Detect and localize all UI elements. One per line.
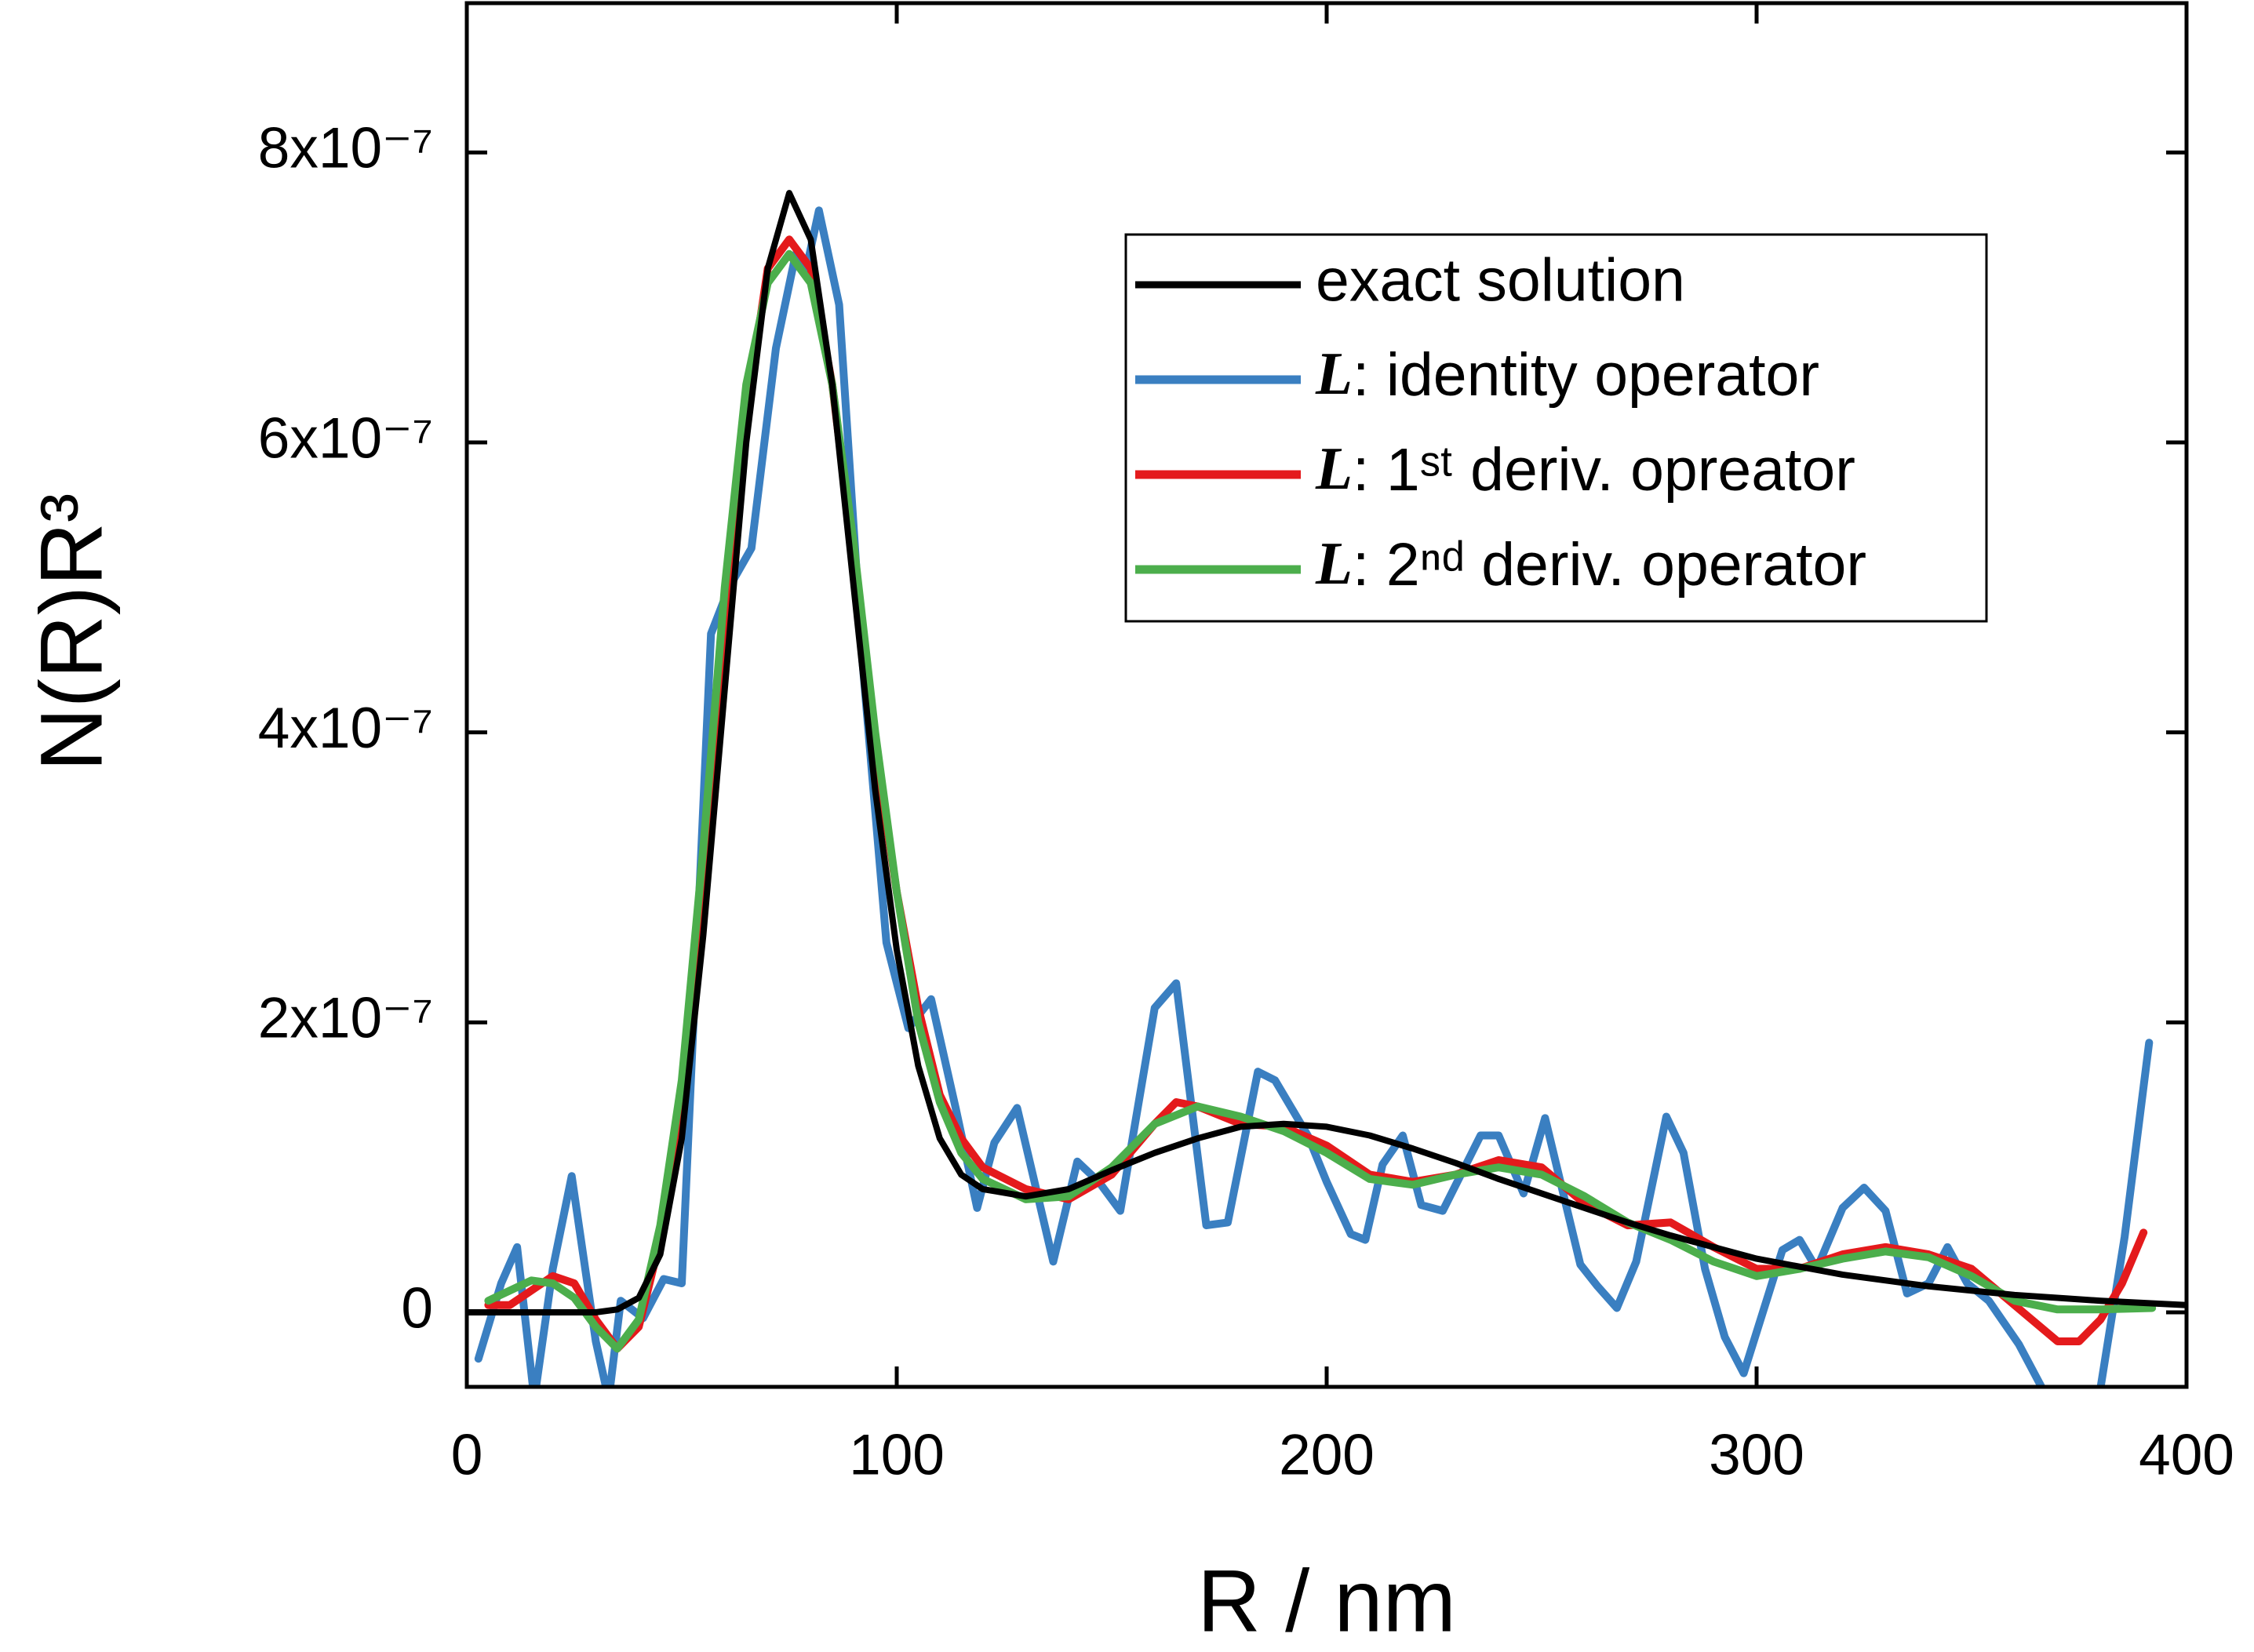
- series-line: [467, 190, 2187, 1315]
- x-tick-label: 400: [2139, 1423, 2234, 1486]
- y-tick-label: 6x10⁻⁷: [258, 406, 433, 470]
- y-tick-label: 4x10⁻⁷: [258, 697, 433, 760]
- x-tick-label: 300: [1709, 1423, 1804, 1486]
- legend-label: L: 2ⁿᵈ deriv. operator: [1315, 529, 1866, 599]
- y-tick-label: 2x10⁻⁷: [258, 987, 433, 1050]
- legend-label: L: identity operator: [1315, 340, 1819, 409]
- y-axis-title: N(R)R³: [23, 493, 121, 772]
- y-tick-label: 0: [401, 1276, 433, 1340]
- legend-box: [1124, 233, 1988, 623]
- x-axis-title: R / nm: [1197, 1552, 1456, 1650]
- legend: exact solution L: identity operator L: 1ˢᵗ…: [1124, 233, 1988, 623]
- x-tick-label: 200: [1279, 1423, 1375, 1486]
- plot-area: [467, 190, 2187, 1387]
- legend-label: exact solution: [1316, 246, 1685, 314]
- y-tick-label: 8x10⁻⁷: [258, 117, 433, 180]
- x-tick-label: 0: [451, 1423, 483, 1486]
- legend-label: L: 1ˢᵗ deriv. opreator: [1315, 435, 1855, 504]
- x-tick-label: 100: [849, 1423, 945, 1486]
